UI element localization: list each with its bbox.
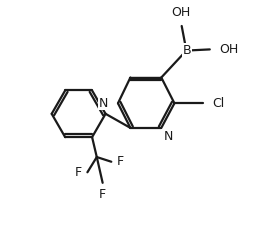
Text: F: F	[99, 188, 106, 201]
Text: Cl: Cl	[212, 97, 224, 110]
Text: N: N	[99, 97, 108, 110]
Text: B: B	[183, 44, 191, 57]
Text: N: N	[164, 130, 173, 143]
Text: OH: OH	[171, 6, 190, 19]
Text: F: F	[75, 166, 82, 179]
Text: OH: OH	[220, 43, 239, 56]
Text: F: F	[116, 155, 123, 168]
